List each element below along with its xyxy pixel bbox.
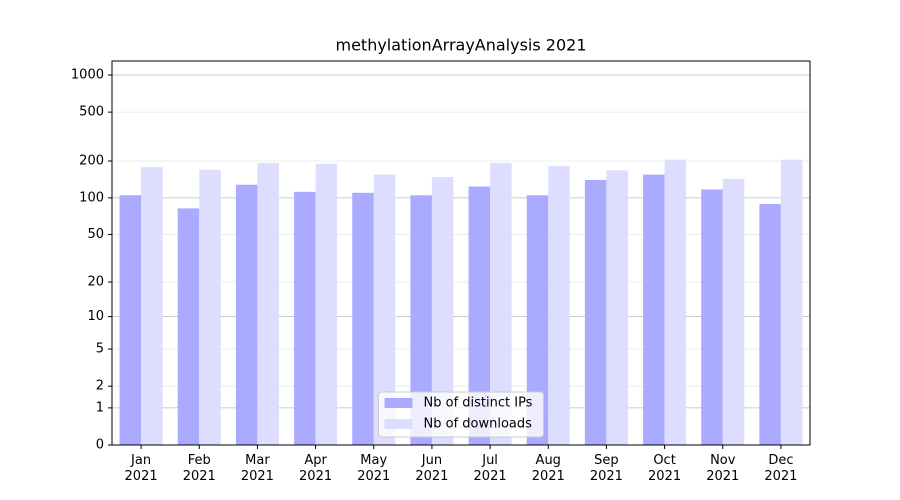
- bar: [490, 162, 512, 445]
- bar: [294, 191, 316, 445]
- bar: [664, 159, 687, 445]
- bar: [352, 192, 374, 445]
- x-tick-label: Dec 2021: [764, 453, 798, 484]
- legend: Nb of distinct IPs Nb of downloads: [378, 391, 544, 438]
- bar: [643, 174, 665, 445]
- y-tick-label: 2: [96, 379, 104, 394]
- bar: [759, 204, 781, 445]
- plot-frame: [111, 60, 811, 446]
- x-tick-label: Jun 2021: [415, 453, 449, 484]
- legend-swatch: [384, 398, 413, 408]
- bar: [119, 195, 142, 445]
- x-tick-label: Oct 2021: [648, 453, 682, 484]
- x-tick-label: Feb 2021: [182, 453, 216, 484]
- bar: [526, 195, 549, 445]
- x-tick-label: Mar 2021: [240, 453, 274, 484]
- bar: [584, 179, 607, 445]
- y-tick-label: 1: [96, 400, 104, 415]
- legend-label: Nb of downloads: [424, 417, 533, 432]
- x-tick-label: Nov 2021: [706, 453, 740, 484]
- legend-swatch: [384, 419, 413, 429]
- bar: [606, 170, 628, 446]
- bar: [722, 178, 745, 445]
- bar: [468, 186, 491, 445]
- y-tick-label: 1000: [71, 68, 104, 83]
- y-tick-label: 5: [96, 342, 104, 357]
- legend-label: Nb of distinct IPs: [424, 396, 533, 411]
- bar: [410, 195, 432, 445]
- y-tick-label: 200: [79, 154, 104, 169]
- bar: [257, 162, 279, 445]
- bar: [141, 167, 163, 446]
- x-tick-label: Jan 2021: [124, 453, 158, 484]
- bar: [315, 163, 338, 445]
- y-tick-label: 100: [79, 190, 104, 205]
- y-tick-label: 10: [87, 309, 104, 324]
- bar: [701, 189, 723, 445]
- x-tick-label: Aug 2021: [531, 453, 565, 484]
- y-tick-label: 0: [96, 438, 104, 453]
- legend-frame: [378, 391, 544, 438]
- x-tick-label: May 2021: [357, 453, 391, 484]
- chart-title: methylationArrayAnalysis 2021: [335, 36, 586, 55]
- x-tick-label: Sep 2021: [589, 453, 623, 484]
- bar: [431, 177, 454, 445]
- y-tick-label: 50: [87, 227, 104, 242]
- bar: [548, 166, 570, 445]
- x-tick-label: Apr 2021: [299, 453, 333, 484]
- y-tick-label: 500: [79, 105, 104, 120]
- x-tick-label: Jul 2021: [473, 453, 507, 484]
- bar: [373, 174, 396, 445]
- bar: [235, 184, 258, 445]
- bar: [199, 169, 221, 446]
- bar: [177, 208, 200, 445]
- y-tick-label: 20: [87, 274, 104, 289]
- bar: [780, 159, 803, 445]
